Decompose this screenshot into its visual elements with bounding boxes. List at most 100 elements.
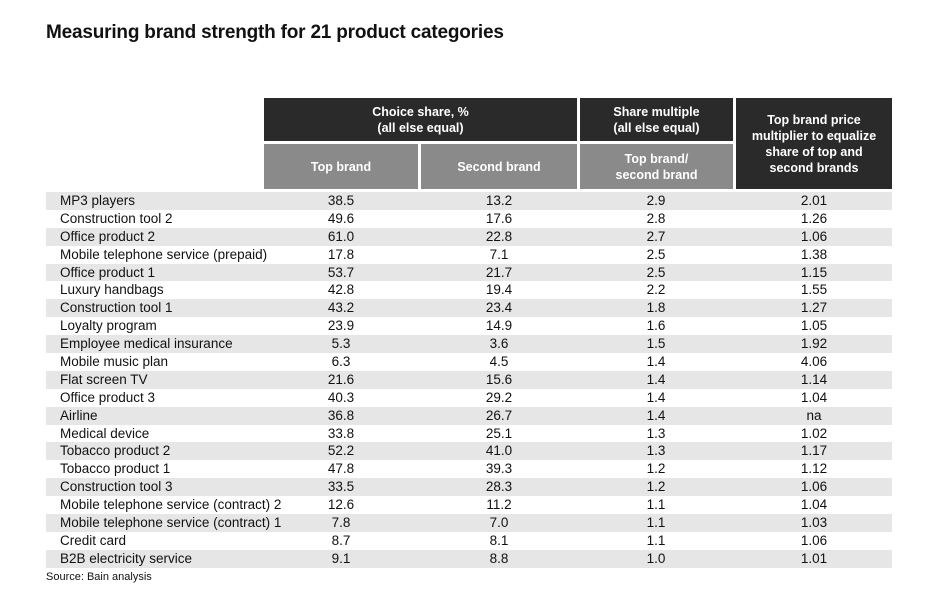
table-row: B2B electricity service 9.1 8.8 1.0 1.01 <box>46 549 892 568</box>
second-brand-share: 15.6 <box>485 371 513 387</box>
second-brand-share: 28.3 <box>485 479 513 495</box>
share-multiple: 1.3 <box>646 425 666 441</box>
price-multiplier: 1.17 <box>800 443 828 459</box>
share-multiple: 1.5 <box>646 336 666 352</box>
top-brand-share: 12.6 <box>327 497 355 513</box>
share-multiple: 1.6 <box>646 318 666 334</box>
price-multiplier: 1.04 <box>800 389 828 405</box>
top-brand-share: 5.3 <box>331 336 351 352</box>
source-note: Source: Bain analysis <box>46 571 152 583</box>
second-brand-share: 8.8 <box>489 550 509 566</box>
share-multiple: 1.4 <box>646 354 666 370</box>
header-line: (all else equal) <box>613 120 700 135</box>
share-multiple: 1.8 <box>646 300 666 316</box>
price-multiplier: 1.15 <box>800 264 828 280</box>
category-name: Airline <box>60 407 98 423</box>
top-brand-share: 40.3 <box>327 389 355 405</box>
table-row: Loyalty program 23.9 14.9 1.6 1.05 <box>46 317 892 335</box>
header-top-brand: Top brand <box>264 144 418 189</box>
table-row: Mobile telephone service (prepaid) 17.8 7.… <box>46 246 892 264</box>
second-brand-share: 41.0 <box>485 443 513 459</box>
header-line: (all else equal) <box>377 120 464 135</box>
price-multiplier: 1.12 <box>800 461 828 477</box>
table-row: Tobacco product 1 47.8 39.3 1.2 1.12 <box>46 460 892 478</box>
price-multiplier: 1.38 <box>800 246 828 262</box>
second-brand-share: 29.2 <box>485 389 513 405</box>
category-name: Office product 2 <box>60 228 156 244</box>
category-name: Tobacco product 1 <box>60 461 171 477</box>
table-row: Airline 36.8 26.7 1.4 na <box>46 406 892 425</box>
table-row: Mobile telephone service (contract) 2 12.… <box>46 496 892 514</box>
share-multiple: 2.2 <box>646 282 666 298</box>
share-multiple: 1.1 <box>646 515 666 531</box>
share-multiple: 1.2 <box>646 461 666 477</box>
category-name: Mobile telephone service (contract) 1 <box>60 515 282 531</box>
second-brand-share: 11.2 <box>486 497 512 513</box>
second-brand-share: 25.1 <box>485 425 513 441</box>
header-price-multiplier: Top brand price multiplier to equalize sha… <box>736 98 892 189</box>
price-multiplier: 1.27 <box>800 300 828 316</box>
category-name: Flat screen TV <box>60 371 148 387</box>
table-row: Construction tool 2 49.6 17.6 2.8 1.26 <box>46 210 892 228</box>
header-top-second: Top brand/second brand <box>580 144 733 189</box>
share-multiple: 2.8 <box>646 210 666 226</box>
header-line: Choice share, % <box>372 104 469 119</box>
second-brand-share: 3.6 <box>489 336 509 352</box>
table-row: Medical device 33.8 25.1 1.3 1.02 <box>46 425 892 443</box>
share-multiple: 2.5 <box>646 246 666 262</box>
header-choice-share: Choice share, % (all else equal) <box>264 98 577 141</box>
price-multiplier: 1.26 <box>800 210 828 226</box>
page-title: Measuring brand strength for 21 product … <box>46 22 504 43</box>
table-row: Office product 2 61.0 22.8 2.7 1.06 <box>46 227 892 246</box>
second-brand-share: 26.7 <box>485 407 513 423</box>
table-row: Office product 3 40.3 29.2 1.4 1.04 <box>46 389 892 407</box>
second-brand-share: 4.5 <box>489 354 509 370</box>
top-brand-share: 53.7 <box>327 264 355 280</box>
price-multiplier: 1.05 <box>800 318 828 334</box>
table-row: Mobile telephone service (contract) 1 7.8… <box>46 514 892 532</box>
second-brand-share: 14.9 <box>485 318 513 334</box>
header-share-multiple: Share multiple (all else equal) <box>580 98 733 141</box>
top-brand-share: 36.8 <box>327 407 355 423</box>
price-multiplier: 1.04 <box>800 497 828 513</box>
table-row: Tobacco product 2 52.2 41.0 1.3 1.17 <box>46 442 892 461</box>
second-brand-share: 7.1 <box>489 246 509 262</box>
top-brand-share: 33.5 <box>327 479 355 495</box>
category-name: MP3 players <box>60 193 136 208</box>
header-line: multiplier to equalize <box>751 128 877 143</box>
top-brand-share: 21.6 <box>327 371 355 387</box>
second-brand-share: 39.3 <box>485 461 513 477</box>
top-brand-share: 8.7 <box>331 532 351 548</box>
top-brand-share: 6.3 <box>331 354 351 370</box>
top-brand-share: 42.8 <box>327 282 355 298</box>
share-multiple: 1.0 <box>646 550 666 566</box>
category-name: B2B electricity service <box>60 550 193 566</box>
category-name: Construction tool 3 <box>60 479 173 495</box>
share-multiple: 1.1 <box>646 497 666 513</box>
header-line: Top brand <box>310 159 372 174</box>
share-multiple: 1.4 <box>646 407 666 423</box>
category-name: Mobile telephone service (contract) 2 <box>60 497 282 513</box>
header-line: Top brand price <box>767 112 861 127</box>
second-brand-share: 7.0 <box>489 515 509 531</box>
table-row: Flat screen TV 21.6 15.6 1.4 1.14 <box>46 370 892 389</box>
top-brand-share: 9.1 <box>331 550 351 566</box>
header-second-brand: Second brand <box>421 144 577 189</box>
table-row: Office product 1 53.7 21.7 2.5 1.15 <box>46 263 892 282</box>
second-brand-share: 8.1 <box>489 532 509 548</box>
data-table-body: MP3 players 38.5 13.2 2.9 2.01 Construction t… <box>46 192 892 568</box>
category-name: Office product 3 <box>60 389 156 405</box>
table-row: Construction tool 1 43.2 23.4 1.8 1.27 <box>46 299 892 318</box>
category-name: Medical device <box>60 425 150 441</box>
second-brand-share: 19.4 <box>485 282 513 298</box>
price-multiplier: 2.01 <box>800 193 828 208</box>
category-name: Construction tool 2 <box>60 210 173 226</box>
top-brand-share: 23.9 <box>327 318 355 334</box>
price-multiplier: 1.06 <box>800 532 828 548</box>
share-multiple: 1.3 <box>646 443 666 459</box>
share-multiple: 2.5 <box>646 264 666 280</box>
category-name: Mobile telephone service (prepaid) <box>60 246 268 262</box>
header-line: Share multiple <box>613 104 700 119</box>
table-row: Mobile music plan 6.3 4.5 1.4 4.06 <box>46 353 892 371</box>
header-line: Top brand/ <box>624 151 689 166</box>
